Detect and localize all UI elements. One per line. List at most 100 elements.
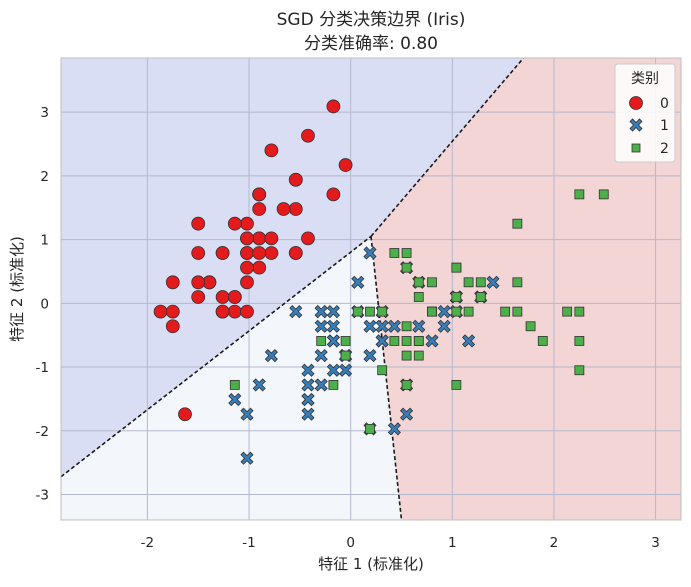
point-class-0 — [227, 290, 242, 304]
point-class-1 — [301, 407, 315, 421]
point-class-2 — [512, 306, 523, 317]
point-class-2 — [427, 306, 437, 317]
point-class-1 — [314, 378, 328, 392]
y-tick-label: -3 — [36, 488, 49, 504]
point-class-2 — [413, 292, 424, 302]
point-class-0 — [252, 246, 267, 260]
point-class-0 — [227, 304, 242, 319]
point-class-1 — [462, 334, 476, 348]
point-class-0 — [165, 304, 180, 319]
x-tick-label: 0 — [346, 535, 355, 551]
y-axis-label: 特征 2 (标准化) — [8, 236, 26, 342]
point-class-0 — [215, 246, 230, 260]
point-class-1 — [314, 349, 328, 363]
point-class-2 — [352, 306, 363, 317]
point-class-0 — [240, 216, 254, 231]
point-class-0 — [153, 304, 168, 319]
x-tick-label: 2 — [550, 535, 559, 551]
point-class-0 — [301, 128, 315, 143]
point-class-0 — [191, 275, 206, 290]
point-class-0 — [191, 290, 206, 304]
point-class-2 — [365, 306, 375, 317]
point-class-0 — [165, 275, 180, 290]
point-class-2 — [475, 292, 486, 302]
point-class-2 — [389, 336, 400, 346]
point-class-1 — [326, 305, 340, 319]
point-class-0 — [276, 202, 291, 216]
point-class-0 — [215, 290, 230, 304]
point-class-0 — [288, 172, 303, 187]
point-class-0 — [264, 143, 279, 158]
y-tick-label: 2 — [40, 169, 49, 185]
point-class-1 — [363, 246, 377, 260]
y-axis-ticks: -3 -2 -1 0 1 2 3 — [36, 105, 49, 503]
point-class-0 — [326, 187, 341, 202]
point-class-2 — [427, 277, 437, 288]
point-class-1 — [301, 378, 315, 392]
point-class-0 — [326, 99, 341, 114]
point-class-2 — [451, 262, 462, 273]
boundary-1-2 — [370, 236, 403, 520]
point-class-2 — [377, 306, 388, 317]
point-class-2 — [463, 277, 474, 288]
point-class-2 — [525, 321, 536, 332]
point-class-0 — [301, 231, 315, 246]
point-class-1 — [387, 319, 401, 333]
x-tick-label: -2 — [141, 535, 154, 551]
point-class-2 — [451, 306, 462, 317]
point-class-0 — [338, 158, 353, 172]
point-class-2 — [340, 336, 351, 346]
point-class-1 — [326, 334, 340, 348]
x-tick-label: 1 — [448, 535, 457, 551]
point-class-2 — [451, 292, 462, 302]
point-class-2 — [365, 423, 375, 434]
point-class-2 — [401, 350, 412, 361]
legend-label-2: 2 — [660, 141, 669, 157]
point-class-1 — [240, 451, 254, 465]
x-axis-ticks: -2 -1 0 1 2 3 — [141, 535, 660, 551]
point-class-1 — [375, 334, 389, 348]
x-tick-label: 3 — [651, 535, 660, 551]
point-class-1 — [425, 334, 439, 348]
point-class-0 — [191, 216, 206, 231]
legend-marker-circle — [629, 96, 643, 110]
chart-title-line1: SGD 分类决策边界 (Iris) — [277, 10, 466, 30]
point-class-0 — [165, 319, 180, 334]
point-class-2 — [475, 277, 486, 288]
x-axis-label: 特征 1 (标准化) — [318, 555, 424, 573]
point-class-2 — [574, 336, 585, 346]
point-class-0 — [252, 187, 267, 202]
point-class-2 — [401, 336, 412, 346]
point-class-0 — [264, 231, 279, 246]
y-tick-label: 1 — [40, 233, 49, 249]
point-class-2 — [574, 306, 585, 317]
point-class-1 — [301, 392, 315, 407]
legend: 类别 0 1 2 — [614, 63, 676, 163]
chart-title-line2: 分类准确率: 0.80 — [304, 34, 438, 54]
legend-title: 类别 — [631, 71, 659, 87]
y-tick-label: 0 — [40, 296, 49, 312]
region-class-0 — [61, 58, 524, 477]
point-class-2 — [389, 248, 400, 258]
point-class-1 — [437, 319, 451, 333]
point-class-0 — [240, 275, 254, 290]
point-class-2 — [401, 248, 412, 258]
point-class-2 — [562, 306, 573, 317]
point-class-2 — [328, 380, 339, 390]
y-tick-label: -2 — [36, 424, 49, 440]
point-class-1 — [326, 319, 340, 333]
point-class-1 — [412, 319, 426, 333]
decision-regions — [61, 58, 681, 520]
point-class-2 — [451, 380, 462, 390]
point-class-2 — [537, 336, 548, 346]
point-class-1 — [400, 407, 414, 421]
point-class-1 — [240, 407, 254, 421]
point-class-1 — [228, 392, 242, 407]
point-class-0 — [215, 304, 230, 319]
point-class-0 — [252, 231, 267, 246]
point-class-0 — [252, 202, 267, 216]
point-class-0 — [240, 304, 254, 319]
point-class-2 — [512, 218, 523, 229]
point-class-2 — [401, 262, 412, 273]
